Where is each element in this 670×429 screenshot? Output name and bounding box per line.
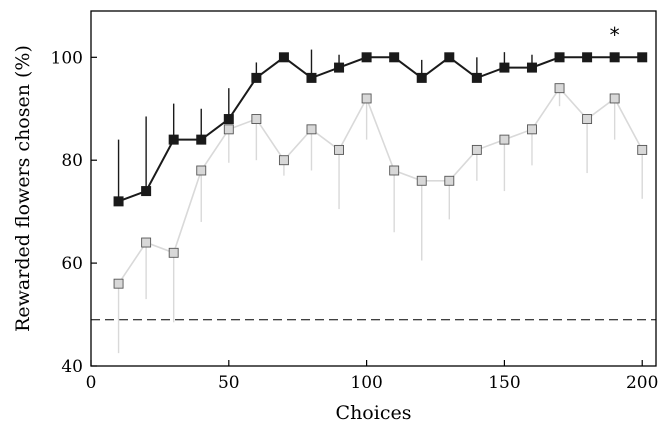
y-tick-label: 80 [61, 151, 83, 171]
data-point [499, 134, 510, 145]
data-point [471, 72, 482, 83]
data-point [168, 247, 179, 258]
data-point [582, 114, 593, 124]
y-tick-label: 60 [61, 254, 83, 274]
data-point [609, 52, 620, 63]
x-tick-label: 100 [350, 373, 382, 393]
x-axis-label: Choices [336, 402, 412, 424]
data-point [582, 52, 593, 63]
series-2 [113, 83, 648, 354]
series-line [117, 86, 643, 285]
data-point [223, 124, 234, 135]
data-point [554, 83, 565, 94]
y-tick-label: 100 [51, 48, 83, 68]
series-1 [113, 49, 648, 207]
data-point [471, 144, 482, 155]
data-point [637, 52, 648, 63]
x-tick-label: 50 [218, 373, 240, 393]
data-point [334, 144, 344, 155]
data-point [251, 114, 262, 124]
series-line [118, 56, 643, 203]
data-point [609, 93, 620, 104]
data-point [526, 62, 537, 73]
data-point [278, 155, 289, 166]
data-point [196, 165, 207, 176]
data-point [306, 72, 317, 83]
data-point [278, 52, 289, 63]
data-point [223, 114, 234, 125]
data-point [361, 93, 372, 104]
data-point [113, 278, 124, 289]
significance-marker: * [610, 23, 620, 47]
data-point [113, 196, 124, 207]
x-tick-label: 200 [626, 373, 658, 393]
data-point [306, 124, 317, 135]
x-tick-label: 0 [86, 373, 97, 393]
y-axis-label: Rewarded flowers chosen (%) [12, 45, 34, 332]
data-point [334, 62, 345, 73]
data-point [141, 186, 152, 197]
data-point [416, 72, 427, 83]
data-point [637, 144, 648, 155]
data-point [196, 134, 207, 145]
plot-frame [90, 10, 657, 367]
data-point [389, 52, 400, 63]
data-point [444, 175, 455, 186]
data-point [499, 62, 510, 73]
data-point [141, 237, 152, 248]
data-point [168, 134, 179, 145]
y-tick-label: 40 [61, 357, 83, 377]
data-point [444, 52, 455, 63]
data-point [389, 165, 400, 176]
data-point [527, 124, 537, 135]
data-point [416, 175, 427, 186]
data-point [361, 52, 372, 63]
data-point [554, 52, 565, 63]
x-tick-label: 150 [488, 373, 520, 393]
data-point [251, 72, 262, 83]
